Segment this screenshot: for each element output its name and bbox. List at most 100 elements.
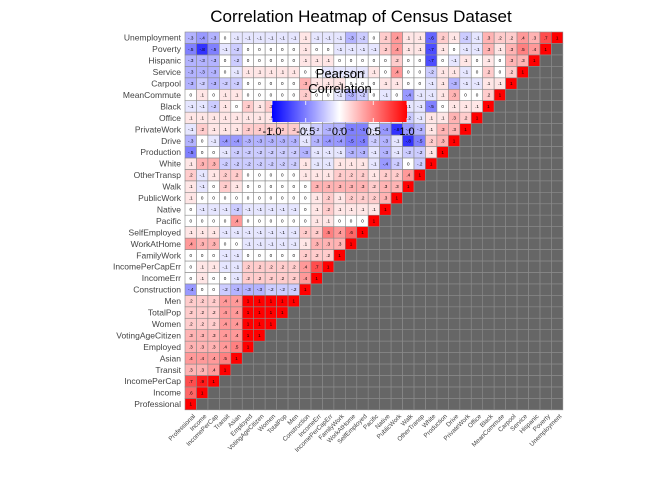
cell-value-label: -.1 <box>257 230 263 235</box>
cell-value-label: 0 <box>258 173 261 178</box>
cell-value-label: 1 <box>441 150 444 155</box>
cell-value-label: -.3 <box>383 150 389 155</box>
cell-value-label: -.2 <box>291 287 297 292</box>
y-tick-label: WorkAtHome <box>131 239 182 249</box>
cell-value-label: .2 <box>223 173 227 178</box>
cell-value-label: .1 <box>349 207 353 212</box>
cell-value-label: -.8 <box>199 47 205 52</box>
cell-value-label: .1 <box>326 173 330 178</box>
cell-value-label: 0 <box>270 196 273 201</box>
cell-value-label: -.1 <box>199 207 205 212</box>
cell-value-label: -.3 <box>348 35 354 40</box>
y-tick-label: FamilyWork <box>136 250 181 260</box>
cell-value-label: .2 <box>303 253 307 258</box>
cell-value-label: .1 <box>303 173 307 178</box>
cell-value-label: .2 <box>429 138 433 143</box>
cell-value-label: .1 <box>326 219 330 224</box>
cell-value-label: 1 <box>270 299 273 304</box>
cell-value-label: -.1 <box>360 47 366 52</box>
cell-value-label: .1 <box>429 150 433 155</box>
cell-value-label: -.1 <box>280 230 286 235</box>
cell-value-label: 0 <box>224 70 227 75</box>
y-tick-label: Black <box>160 101 182 111</box>
cell-value-label: -.2 <box>257 161 263 166</box>
cell-value-label: -.3 <box>199 58 205 63</box>
cell-value-label: -.2 <box>360 93 366 98</box>
cell-value-label: -.1 <box>257 241 263 246</box>
cell-value-label: 1 <box>224 367 227 372</box>
cell-value-label: -.1 <box>199 173 205 178</box>
y-tick-label: Income <box>153 388 181 398</box>
cell-value-label: .2 <box>258 264 262 269</box>
cell-value-label: 0 <box>361 81 364 86</box>
cell-value-label: 0 <box>189 93 192 98</box>
cell-value-label: .2 <box>189 310 193 315</box>
cell-value-label: .2 <box>200 127 204 132</box>
cell-value-label: .2 <box>269 276 273 281</box>
cell-value-label: 0 <box>212 184 215 189</box>
cell-value-label: .4 <box>395 47 399 52</box>
cell-value-label: -.3 <box>383 138 389 143</box>
cell-value-label: -.1 <box>222 253 228 258</box>
cell-value-label: 1 <box>258 322 261 327</box>
cell-value-label: -.3 <box>211 81 217 86</box>
cell-value-label: 0 <box>476 58 479 63</box>
cell-value-label: 1 <box>510 81 513 86</box>
cell-value-label: -.1 <box>199 104 205 109</box>
cell-value-label: .3 <box>189 333 193 338</box>
cell-value-label: .3 <box>441 138 445 143</box>
cell-value-label: -.1 <box>428 93 434 98</box>
cell-value-label: 0 <box>350 219 353 224</box>
cell-value-label: .1 <box>223 104 227 109</box>
cell-value-label: .2 <box>349 173 353 178</box>
cell-value-label: .1 <box>200 264 204 269</box>
cell-value-label: 1 <box>247 310 250 315</box>
cell-value-label: 1 <box>338 253 341 258</box>
cell-value-label: 0 <box>292 173 295 178</box>
cell-value-label: -.5 <box>417 138 423 143</box>
cell-value-label: -.6 <box>428 35 434 40</box>
cell-value-label: -.1 <box>337 150 343 155</box>
cell-value-label: .1 <box>212 264 216 269</box>
cell-value-label: -.1 <box>234 230 240 235</box>
cell-value-label: 0 <box>441 58 444 63</box>
cell-value-label: .4 <box>235 299 239 304</box>
y-tick-label: OtherTransp <box>134 170 182 180</box>
cell-value-label: -.2 <box>291 150 297 155</box>
cell-value-label: 0 <box>224 241 227 246</box>
cell-value-label: -.2 <box>211 104 217 109</box>
cell-value-label: -.2 <box>245 150 251 155</box>
cell-value-label: 1 <box>258 333 261 338</box>
cell-value-label: -.3 <box>257 287 263 292</box>
y-tick-label: TotalPop <box>148 308 181 318</box>
cell-value-label: 0 <box>350 81 353 86</box>
cell-value-label: .3 <box>521 58 525 63</box>
cell-value-label: 0 <box>407 161 410 166</box>
cell-value-label: -.2 <box>394 161 400 166</box>
cell-value-label: -.1 <box>337 35 343 40</box>
cell-value-label: -.3 <box>337 127 343 132</box>
cell-value-label: -.1 <box>234 70 240 75</box>
cell-value-label: .1 <box>418 47 422 52</box>
cell-value-label: .4 <box>235 333 239 338</box>
cell-value-label: .4 <box>235 322 239 327</box>
cell-value-label: 1 <box>189 402 192 407</box>
cell-value-label: .4 <box>212 356 216 361</box>
cell-value-label: 1 <box>235 356 238 361</box>
cell-value-label: .2 <box>326 196 330 201</box>
cell-value-label: .2 <box>292 264 296 269</box>
cell-value-label: 1 <box>487 104 490 109</box>
cell-value-label: .1 <box>280 70 284 75</box>
cell-value-label: 0 <box>247 93 250 98</box>
cell-value-label: .3 <box>487 35 491 40</box>
cell-value-label: .1 <box>326 81 330 86</box>
cell-value-label: .4 <box>223 299 227 304</box>
cell-value-label: 0 <box>247 173 250 178</box>
cell-value-label: -.2 <box>234 47 240 52</box>
cell-value-label: -.1 <box>268 207 274 212</box>
cell-value-label: 0 <box>201 219 204 224</box>
cell-value-label: 0 <box>212 276 215 281</box>
y-tick-label: Native <box>157 204 181 214</box>
y-tick-label: IncomePerCap <box>124 376 181 386</box>
cell-value-label: .2 <box>395 173 399 178</box>
